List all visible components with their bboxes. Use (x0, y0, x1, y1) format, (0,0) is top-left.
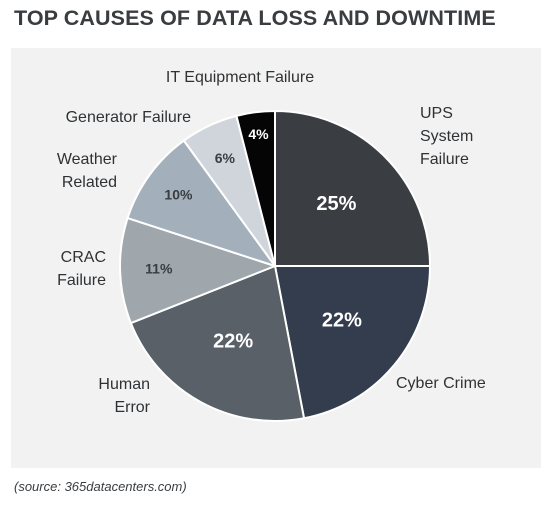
pie-slice (235, 110, 276, 267)
category-label: UPS System Failure (420, 105, 473, 168)
category-label: Weather Related (57, 151, 118, 191)
source-note: (source: 365datacenters.com) (14, 479, 187, 494)
pie-slice (119, 217, 276, 325)
chart-title: TOP CAUSES OF DATA LOSS AND DOWNTIME (14, 6, 496, 30)
pie-slice (274, 265, 431, 420)
data-label: 25% (316, 193, 356, 215)
data-label: 22% (213, 330, 253, 352)
category-label: Cyber Crime (396, 375, 486, 392)
data-label: 11% (145, 260, 173, 276)
data-labels: 25% 22% 22% 11% 10% 6% 4% (145, 126, 362, 352)
category-label: IT Equipment Failure (166, 69, 314, 86)
pie-slices (119, 110, 431, 422)
data-label: 22% (322, 310, 362, 332)
category-labels: UPS System Failure Cyber Crime Human Error CRA… (57, 69, 486, 416)
category-label: Generator Failure (66, 109, 191, 126)
pie-slice (274, 110, 431, 267)
pie-slice (129, 265, 306, 422)
data-label: 10% (164, 187, 193, 203)
category-label: Human Error (98, 376, 150, 416)
pie-slice (126, 139, 276, 267)
data-label: 6% (215, 150, 236, 166)
category-label: CRAC Failure (57, 249, 106, 289)
data-label: 4% (248, 126, 269, 142)
